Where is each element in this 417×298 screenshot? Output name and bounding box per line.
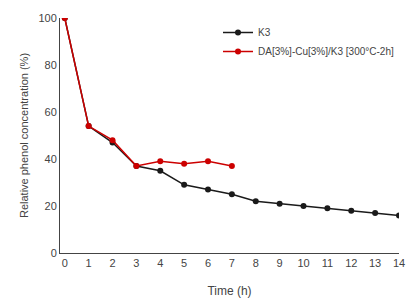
svg-text:Time (h): Time (h) — [207, 284, 251, 298]
svg-text:1: 1 — [86, 257, 92, 269]
svg-text:9: 9 — [277, 257, 283, 269]
svg-text:0: 0 — [51, 247, 57, 259]
svg-text:60: 60 — [45, 106, 57, 118]
svg-text:13: 13 — [369, 257, 381, 269]
svg-text:12: 12 — [345, 257, 357, 269]
svg-text:K3: K3 — [258, 27, 271, 38]
svg-text:4: 4 — [157, 257, 163, 269]
svg-text:5: 5 — [181, 257, 187, 269]
svg-text:80: 80 — [45, 59, 57, 71]
svg-text:10: 10 — [297, 257, 309, 269]
svg-text:6: 6 — [205, 257, 211, 269]
svg-text:3: 3 — [133, 257, 139, 269]
svg-text:Relative phenol concentration: Relative phenol concentration (%) — [18, 53, 30, 218]
svg-text:DA[3%]-Cu[3%]/K3 [300°C-2h]: DA[3%]-Cu[3%]/K3 [300°C-2h] — [258, 46, 394, 57]
svg-text:40: 40 — [45, 153, 57, 165]
svg-text:11: 11 — [322, 257, 333, 269]
svg-text:7: 7 — [229, 257, 235, 269]
svg-text:20: 20 — [45, 200, 57, 212]
svg-text:100: 100 — [38, 12, 56, 24]
svg-text:8: 8 — [253, 257, 259, 269]
svg-text:0: 0 — [62, 257, 68, 269]
svg-text:2: 2 — [109, 257, 115, 269]
svg-text:14: 14 — [393, 257, 405, 269]
